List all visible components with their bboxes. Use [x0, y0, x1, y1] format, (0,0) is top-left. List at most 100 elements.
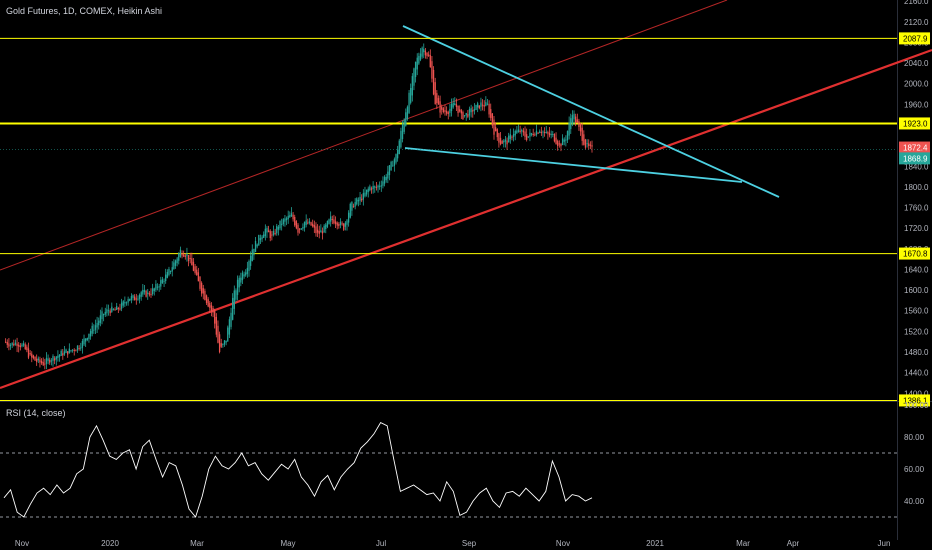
candle-body [101, 311, 103, 320]
price-tick-label: 2000.0 [904, 80, 929, 89]
price-tick-label: 1640.0 [904, 265, 929, 274]
candle-body [202, 288, 204, 294]
candle-body [302, 226, 304, 229]
candle-body [576, 119, 578, 123]
candle-body [589, 144, 592, 146]
level-label-box [899, 247, 930, 260]
candle-body [423, 49, 425, 53]
candle-body [22, 343, 25, 346]
candle-body [535, 130, 538, 135]
candle-body [560, 143, 562, 147]
candle-body [150, 293, 152, 295]
candle-body [506, 140, 508, 145]
candle-body [199, 276, 201, 289]
candle-body [543, 131, 546, 133]
candle-body [228, 319, 231, 335]
candle-body [34, 356, 36, 361]
candle-body [379, 185, 381, 187]
candle-body [419, 53, 422, 60]
candle-body [297, 224, 299, 233]
candle-body [243, 274, 245, 277]
candle-body [89, 331, 92, 337]
candle-body [14, 342, 17, 345]
candle-body [331, 219, 333, 221]
candle-body [205, 295, 208, 303]
candle-body [501, 141, 503, 144]
candle-body [473, 109, 476, 111]
level-label-box [899, 32, 930, 45]
candle-body [454, 103, 456, 106]
price-tick-label: 1840.0 [904, 162, 929, 171]
candle-body [125, 302, 128, 304]
candle-body [169, 270, 172, 272]
candle-body [436, 93, 438, 104]
candle-body [472, 110, 474, 112]
candle-body [361, 198, 363, 201]
candle-body [42, 362, 44, 366]
candle-body [437, 98, 440, 105]
candle-body [39, 359, 41, 363]
candle-body [522, 130, 525, 133]
candle-body [509, 134, 511, 140]
candle-body [382, 181, 384, 186]
candle-body [238, 277, 240, 288]
candle-body [254, 240, 257, 253]
candle-body [44, 363, 46, 365]
candle-body [142, 289, 144, 295]
candle-body [91, 325, 93, 334]
level-label: 1670.8 [903, 250, 928, 259]
candle-body [147, 292, 149, 294]
candle-body [563, 139, 565, 142]
candle-body [581, 127, 583, 141]
candle-body [80, 347, 82, 349]
candle-body [321, 231, 324, 234]
candle-body [269, 231, 271, 239]
candles-group [4, 43, 593, 370]
candle-body [279, 220, 281, 229]
candle-body [326, 221, 329, 227]
candle-body [504, 139, 507, 142]
candle-body [165, 274, 167, 282]
time-tick-label: May [280, 539, 295, 548]
candle-body [499, 137, 502, 145]
candle-body [58, 354, 61, 357]
candle-body [94, 325, 97, 330]
candle-body [263, 234, 265, 238]
time-tick-label: Nov [15, 539, 29, 548]
candle-body [579, 123, 582, 132]
candle-body [483, 105, 485, 107]
candle-body [233, 290, 235, 309]
time-tick-label: Apr [787, 539, 800, 548]
candle-body [26, 346, 28, 351]
candle-body [362, 193, 364, 200]
candle-body [411, 76, 413, 96]
candle-body [377, 185, 379, 188]
candle-body [365, 189, 368, 195]
candle-body [383, 176, 386, 184]
price-tick-label: 1440.0 [904, 369, 929, 378]
candle-body [339, 221, 342, 226]
candle-body [434, 82, 436, 105]
candle-body [426, 52, 428, 57]
candle-body [120, 302, 123, 309]
candle-body [565, 139, 567, 141]
candle-body [163, 280, 165, 282]
candle-body [524, 131, 526, 137]
candle-body [117, 308, 119, 310]
candle-body [223, 340, 226, 345]
price-tick-label: 1600.0 [904, 286, 929, 295]
candle-body [584, 139, 587, 148]
candle-body [578, 121, 580, 127]
candle-body [71, 349, 74, 351]
candle-body [481, 104, 484, 106]
candle-body [566, 131, 569, 141]
candle-body [86, 337, 88, 341]
candle-body [405, 112, 407, 126]
candle-body [253, 248, 255, 256]
candle-body [294, 217, 296, 226]
candle-body [189, 258, 191, 260]
candle-body [341, 223, 343, 225]
candle-body [40, 360, 43, 364]
candle-body [295, 221, 298, 229]
